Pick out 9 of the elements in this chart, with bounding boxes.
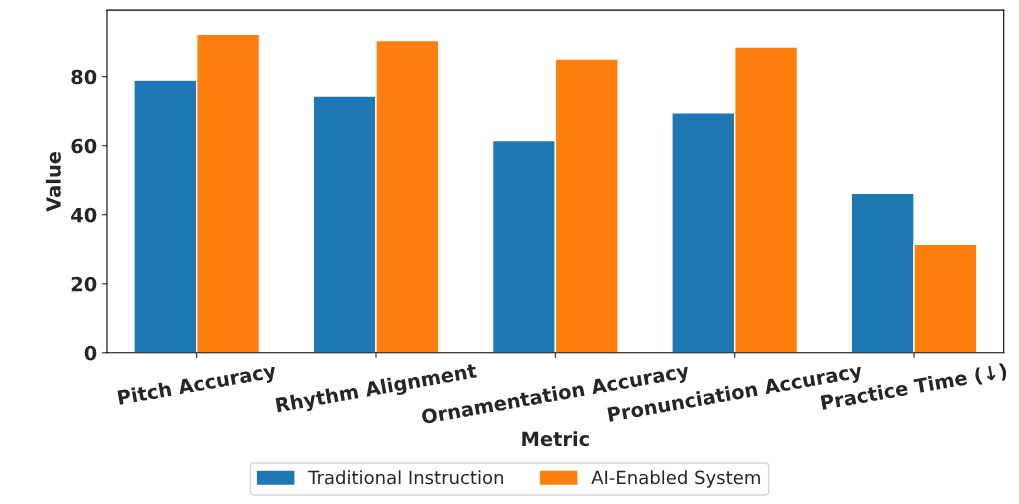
x-axis-title: Metric (522, 431, 589, 447)
legend-label: Traditional Instruction (308, 470, 503, 485)
legend-label: AI-Enabled System (591, 470, 760, 488)
y-tick-label: 20 (71, 276, 97, 292)
y-axis-title: Value (45, 151, 61, 212)
y-tick-label: 40 (71, 207, 97, 223)
y-tick-label: 0 (84, 345, 97, 361)
y-tick-label: 60 (71, 138, 97, 154)
y-tick-label: 80 (71, 69, 97, 85)
